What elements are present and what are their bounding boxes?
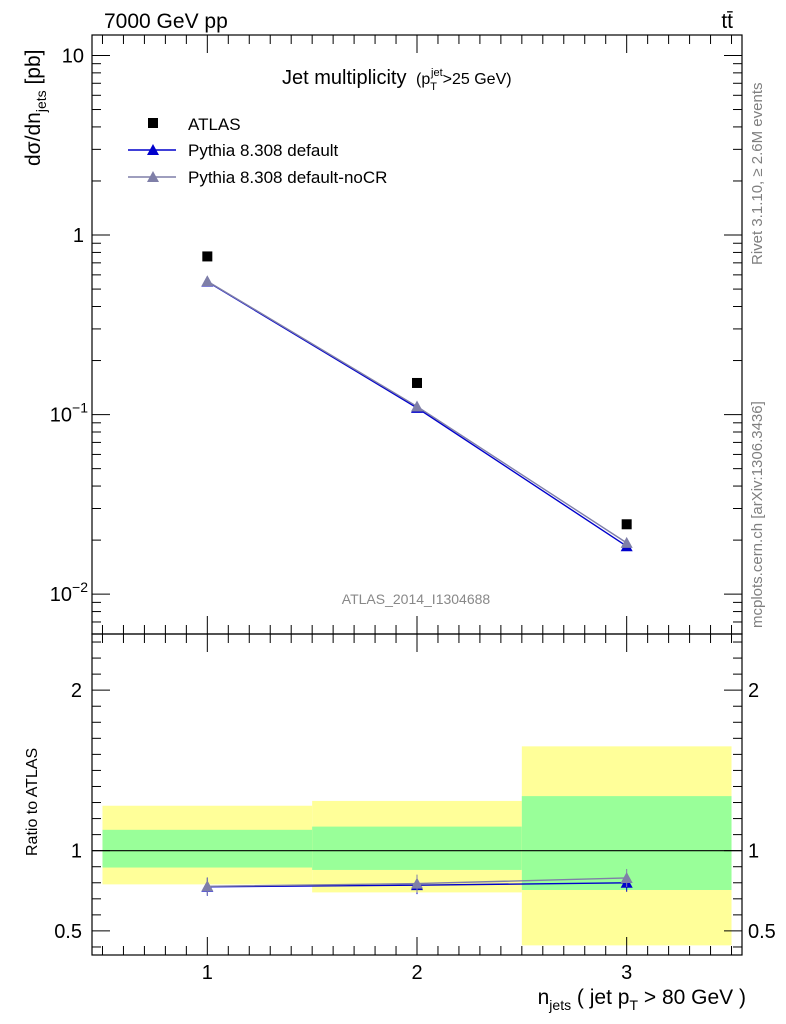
chart-title-text: Jet multiplicity xyxy=(282,67,406,89)
analysis-watermark: ATLAS_2014_I1304688 xyxy=(342,591,491,607)
legend-item-nocr: Pythia 8.308 default-noCR xyxy=(128,168,387,187)
chart-title-rest: >25 GeV) xyxy=(443,71,512,88)
ratio-ticks: 0.5 0.5 1 1 2 2 1 2 3 xyxy=(54,634,776,984)
chart-title-sup: jet xyxy=(430,67,443,79)
ratio-y-tick-label-right: 0.5 xyxy=(748,921,776,943)
main-y-tick-label-base: 10 xyxy=(50,584,72,606)
main-y-tick-label-exp: −1 xyxy=(72,400,88,416)
main-y-tick-label: 10−1 xyxy=(50,400,88,427)
x-axis-label-n: n xyxy=(538,986,550,1009)
ratio-series xyxy=(201,868,633,896)
main-point-atlas xyxy=(621,519,632,530)
main-point-nocr xyxy=(201,275,214,287)
rivet-label: Rivet 3.1.10, ≥ 2.6M events xyxy=(749,83,766,266)
ratio-y-axis-label: Ratio to ATLAS xyxy=(24,748,41,856)
legend-marker-default xyxy=(147,144,159,155)
chart-title-sub: T xyxy=(430,81,437,93)
main-y-axis-label-sub: jets xyxy=(33,90,49,113)
ratio-band-green xyxy=(312,826,522,870)
ratio-y-tick-label-right: 1 xyxy=(748,841,759,863)
main-series xyxy=(201,251,633,552)
ratio-point-nocr xyxy=(201,880,214,892)
main-y-axis-label-unit: [pb] xyxy=(22,49,45,90)
main-point-atlas xyxy=(202,251,213,262)
main-y-tick-label: 1 xyxy=(73,225,84,247)
ratio-panel: 0.5 0.5 1 1 2 2 1 2 3 xyxy=(54,633,776,984)
legend: ATLAS Pythia 8.308 default Pythia 8.308 … xyxy=(128,115,387,187)
x-tick-label: 2 xyxy=(411,962,422,984)
energy-label: 7000 GeV pp xyxy=(104,10,228,33)
legend-item-atlas: ATLAS xyxy=(148,115,241,134)
x-axis-label-mid: ( jet p xyxy=(571,986,629,1009)
chart-title-paren: ( xyxy=(416,71,422,88)
ratio-point-nocr xyxy=(620,871,633,883)
x-axis-label-sub: jets xyxy=(548,997,571,1013)
main-point-nocr xyxy=(620,536,633,548)
ratio-y-tick-label-left: 0.5 xyxy=(54,921,82,943)
legend-label-nocr: Pythia 8.308 default-noCR xyxy=(188,168,387,187)
main-y-tick-label: 10 xyxy=(62,45,84,67)
legend-item-default: Pythia 8.308 default xyxy=(128,141,339,160)
process-label: tt̄ xyxy=(721,10,733,33)
main-series-line-default xyxy=(206,281,628,547)
legend-marker-nocr xyxy=(147,171,159,182)
x-axis-label: njets ( jet pT > 80 GeV ) xyxy=(538,986,746,1013)
ratio-y-tick-label-left: 1 xyxy=(71,841,82,863)
mcplots-label: mcplots.cern.ch [arXiv:1306.3436] xyxy=(749,401,766,628)
ratio-point-nocr xyxy=(411,877,423,889)
main-y-tick-label-exp: −2 xyxy=(72,579,88,595)
chart-title-p: p xyxy=(421,71,430,88)
chart-title: Jet multiplicity (pTjet>25 GeV) xyxy=(282,67,512,93)
main-point-nocr xyxy=(411,400,423,412)
x-axis-label-rest: > 80 GeV ) xyxy=(638,986,746,1009)
legend-label-default: Pythia 8.308 default xyxy=(188,141,339,160)
x-tick-label: 1 xyxy=(202,962,213,984)
main-point-atlas xyxy=(412,377,422,388)
ratio-band-green xyxy=(102,829,313,868)
ratio-y-tick-label-left: 2 xyxy=(71,680,82,702)
main-y-tick-label-base: 10 xyxy=(50,405,72,427)
legend-marker-atlas xyxy=(148,118,158,128)
main-y-tick-label: 10−2 xyxy=(50,579,88,606)
ratio-y-tick-label-right: 2 xyxy=(748,680,759,702)
ratio-bands xyxy=(102,746,732,946)
x-tick-label: 3 xyxy=(621,962,632,984)
main-y-axis-label-main: dσ/dn xyxy=(22,112,45,166)
x-axis-label-sub2: T xyxy=(629,997,638,1013)
main-y-axis-label: dσ/dnjets [pb] xyxy=(22,49,49,166)
legend-label-atlas: ATLAS xyxy=(188,115,241,134)
